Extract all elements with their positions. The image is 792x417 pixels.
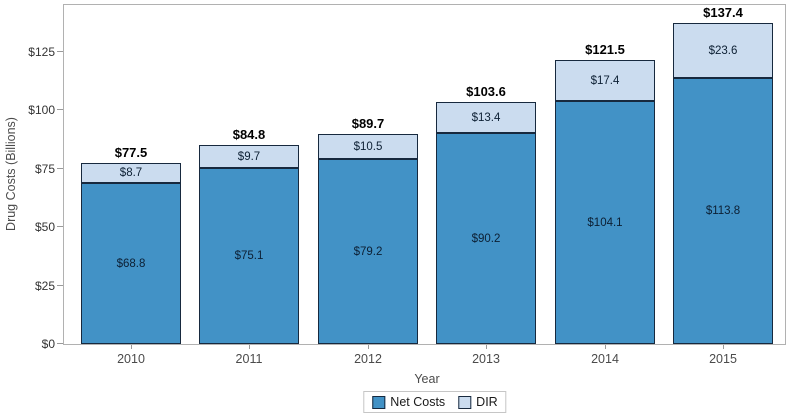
- net-costs-value-label: $75.1: [234, 250, 264, 262]
- x-tick-label-2015: 2015: [709, 352, 737, 366]
- dir-swatch-icon: [458, 395, 472, 409]
- legend: Net Costs DIR: [363, 391, 507, 413]
- dir-value-label: $10.5: [353, 140, 383, 153]
- total-label-2012: $89.7: [351, 116, 385, 131]
- dir-segment-2010: $8.7: [81, 163, 181, 183]
- x-tick-label-2011: 2011: [235, 352, 263, 366]
- total-label-2014: $121.5: [585, 42, 625, 57]
- y-tick-mark: [57, 109, 63, 110]
- net-costs-value-label: $90.2: [471, 232, 501, 245]
- legend-entry-net-costs: Net Costs: [372, 395, 445, 409]
- dir-segment-2015: $23.6: [673, 23, 773, 78]
- bar-2011: $75.1 $9.7 $84.8: [199, 127, 299, 344]
- plot-area: $68.8 $8.7 $77.5 $75.1 $9.7 $84.8 $79.2 $10.5 $8…: [57, 4, 786, 349]
- y-tick-mark: [57, 51, 63, 52]
- bar-2010: $68.8 $8.7 $77.5: [81, 145, 181, 344]
- total-label-2013: $103.6: [466, 84, 506, 99]
- legend-entry-dir: DIR: [458, 395, 498, 409]
- bar-2013: $90.2 $13.4 $103.6: [436, 84, 536, 344]
- y-tick-label: $100: [28, 103, 55, 117]
- net-costs-segment-2015: $113.8: [673, 78, 773, 344]
- net-costs-segment-2013: $90.2: [436, 133, 536, 344]
- y-tick-label: $75: [34, 162, 55, 176]
- net-costs-value-label: $104.1: [587, 216, 623, 229]
- dir-value-label: $17.4: [590, 74, 620, 87]
- x-tick-label-2013: 2013: [472, 352, 500, 366]
- total-label-2015: $137.4: [703, 5, 743, 20]
- y-tick-mark: [57, 226, 63, 227]
- dir-segment-2012: $10.5: [318, 134, 418, 159]
- y-tick-mark: [57, 285, 63, 286]
- bar-2014: $104.1 $17.4 $121.5: [555, 42, 655, 344]
- y-tick-label: $25: [34, 279, 55, 293]
- bar-2015: $113.8 $23.6 $137.4: [673, 5, 773, 344]
- bar-2012: $79.2 $10.5 $89.7: [318, 116, 418, 344]
- x-tick-mark: [605, 345, 606, 349]
- net-costs-value-label: $113.8: [705, 205, 741, 217]
- dir-segment-2011: $9.7: [199, 145, 299, 168]
- net-costs-value-label: $79.2: [353, 245, 383, 258]
- y-tick-mark: [57, 343, 63, 344]
- x-tick-label-2010: 2010: [117, 352, 145, 366]
- net-costs-segment-2011: $75.1: [199, 168, 299, 344]
- legend-label-net-costs: Net Costs: [390, 395, 446, 409]
- x-tick-mark: [131, 345, 132, 349]
- x-tick-label-2012: 2012: [354, 352, 382, 366]
- x-tick-mark: [486, 345, 487, 349]
- y-tick-label: $0: [41, 337, 55, 351]
- net-costs-segment-2012: $79.2: [318, 159, 418, 344]
- net-costs-segment-2014: $104.1: [555, 101, 655, 344]
- y-tick-label: $125: [28, 45, 55, 59]
- dir-segment-2014: $17.4: [555, 60, 655, 101]
- legend-label-dir: DIR: [476, 395, 498, 409]
- x-axis-title: Year: [414, 372, 440, 386]
- dir-segment-2013: $13.4: [436, 102, 536, 133]
- x-tick-mark: [368, 345, 369, 349]
- total-label-2010: $77.5: [114, 145, 148, 160]
- x-tick-mark: [723, 345, 724, 349]
- dir-value-label: $13.4: [471, 111, 501, 124]
- dir-value-label: $8.7: [119, 167, 143, 179]
- total-label-2011: $84.8: [232, 127, 266, 142]
- dir-value-label: $9.7: [237, 150, 261, 163]
- x-tick-mark: [249, 345, 250, 349]
- net-costs-segment-2010: $68.8: [81, 183, 181, 344]
- net-costs-swatch-icon: [372, 395, 386, 409]
- x-tick-label-2014: 2014: [591, 352, 619, 366]
- net-costs-value-label: $68.8: [116, 257, 146, 270]
- dir-value-label: $23.6: [708, 44, 738, 57]
- y-tick-label: $50: [34, 220, 55, 234]
- y-tick-mark: [57, 168, 63, 169]
